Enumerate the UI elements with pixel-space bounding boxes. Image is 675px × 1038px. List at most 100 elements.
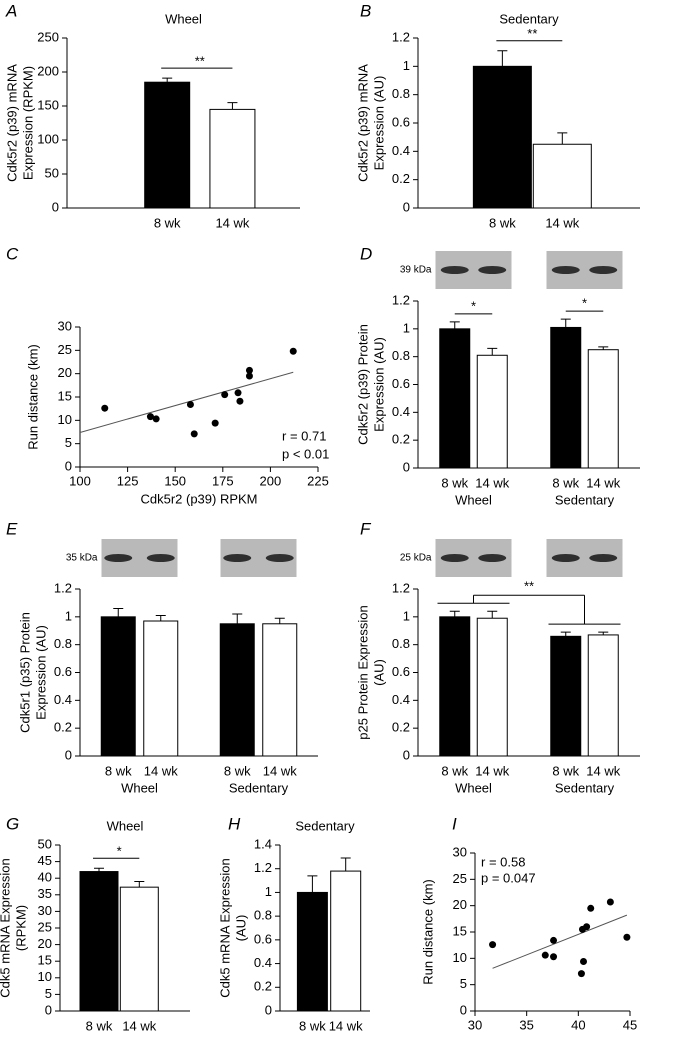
blot-band — [104, 554, 133, 562]
x-tick-label: 175 — [212, 473, 234, 488]
error-bar — [94, 867, 104, 872]
panel-letter: G — [6, 814, 19, 833]
y-tick-label: 0 — [403, 747, 410, 762]
y-tick-label: 0.6 — [392, 664, 410, 679]
blot-band — [440, 266, 469, 274]
y-tick-label: 250 — [37, 29, 59, 44]
y-tick-label: 25 — [38, 919, 52, 934]
y-tick-label: 0.4 — [392, 692, 410, 707]
y-tick-label: 0 — [265, 1002, 272, 1017]
bar — [550, 635, 582, 757]
significance: * — [117, 844, 122, 859]
y-tick-label: 20 — [453, 897, 467, 912]
blot-band — [551, 554, 580, 562]
blot-label: 39 kDa — [400, 265, 432, 276]
y-tick-label: 0.6 — [392, 114, 410, 129]
series-label: 8 wk — [552, 763, 579, 778]
significance: * — [471, 298, 476, 313]
bar — [476, 354, 508, 469]
error-bar — [560, 318, 571, 328]
y-tick-label: 5 — [65, 435, 72, 450]
y-tick-label: 1 — [403, 58, 410, 73]
y-tick-label: 0.6 — [54, 664, 72, 679]
series-label: 8 wk — [441, 763, 468, 778]
x-axis-label: Cdk5 RPKM — [517, 1035, 589, 1038]
data-point — [211, 419, 219, 427]
panel-title: Wheel — [107, 818, 144, 833]
y-tick-label: 1.2 — [392, 580, 410, 595]
y-tick-label: 15 — [58, 388, 72, 403]
y-tick-label: 150 — [37, 97, 59, 112]
blot-band — [440, 554, 469, 562]
y-axis-label: Expression (RPKM) — [20, 66, 35, 180]
y-axis-label: p25 Protein Expression — [355, 605, 370, 739]
x-tick-label: 125 — [117, 473, 139, 488]
y-axis-label: Cdk5 mRNA Expression — [0, 858, 12, 997]
error-bar — [487, 610, 498, 619]
bar — [100, 616, 136, 757]
blot-band — [146, 554, 175, 562]
y-axis-label: Cdk5r2 (p39) mRNA — [4, 64, 19, 182]
error-bar — [232, 613, 243, 624]
group-label: Wheel — [455, 492, 492, 507]
error-bar — [449, 321, 460, 329]
y-tick-label: 0.4 — [254, 955, 272, 970]
y-tick-label: 1.2 — [254, 860, 272, 875]
y-tick-label: 30 — [453, 844, 467, 859]
panel-title: Sedentary — [295, 818, 355, 833]
significance: * — [582, 296, 587, 311]
series-label: 8 wk — [224, 763, 251, 778]
y-tick-label: 200 — [37, 63, 59, 78]
y-tick-label: 0.4 — [392, 404, 410, 419]
x-tick-label: 200 — [260, 473, 282, 488]
error-bar — [155, 614, 166, 622]
stat-annotation: r = 0.58 — [481, 854, 525, 869]
data-point — [245, 366, 253, 374]
data-point — [606, 898, 614, 906]
x-tick-label: 8 wk — [86, 1018, 113, 1033]
error-bar — [227, 102, 238, 110]
y-axis-label: Expression (AU) — [371, 337, 386, 432]
y-tick-label: 0.2 — [254, 979, 272, 994]
group-label: Sedentary — [229, 780, 289, 795]
series-label: 8 wk — [441, 475, 468, 490]
blot-band — [265, 554, 294, 562]
y-axis-label: Run distance (km) — [420, 879, 435, 984]
y-tick-label: 0 — [460, 1002, 467, 1017]
y-tick-label: 1 — [403, 320, 410, 335]
data-point — [152, 415, 160, 423]
bar — [119, 886, 159, 1012]
blot-band — [478, 554, 507, 562]
y-tick-label: 1 — [403, 608, 410, 623]
error-bar — [274, 617, 285, 624]
x-tick-label: 225 — [307, 473, 329, 488]
y-tick-label: 0.6 — [254, 931, 272, 946]
y-tick-label: 0.4 — [54, 692, 72, 707]
bar — [472, 65, 532, 209]
error-bar — [113, 607, 124, 617]
bar — [79, 871, 119, 1012]
significance: ** — [527, 26, 537, 41]
error-bar — [340, 857, 351, 872]
series-label: 14 wk — [263, 763, 297, 778]
data-point — [587, 904, 595, 912]
y-tick-label: 0.8 — [392, 636, 410, 651]
y-tick-label: 1.2 — [392, 29, 410, 44]
data-point — [245, 372, 253, 380]
series-label: 14 wk — [144, 763, 178, 778]
data-point — [550, 953, 558, 961]
x-tick-label: 8 wk — [299, 1018, 326, 1033]
y-axis-label: (RPKM) — [13, 905, 28, 951]
error-bar — [598, 631, 609, 635]
error-bar — [487, 347, 498, 356]
y-tick-label: 15 — [453, 923, 467, 938]
stat-annotation: p < 0.01 — [282, 446, 329, 461]
y-axis-label: Run distance (km) — [25, 344, 40, 449]
y-tick-label: 0 — [45, 1002, 52, 1017]
y-tick-label: 10 — [453, 950, 467, 965]
y-tick-label: 20 — [58, 365, 72, 380]
error-bar — [560, 631, 571, 637]
data-point — [550, 936, 558, 944]
series-label: 14 wk — [586, 763, 620, 778]
